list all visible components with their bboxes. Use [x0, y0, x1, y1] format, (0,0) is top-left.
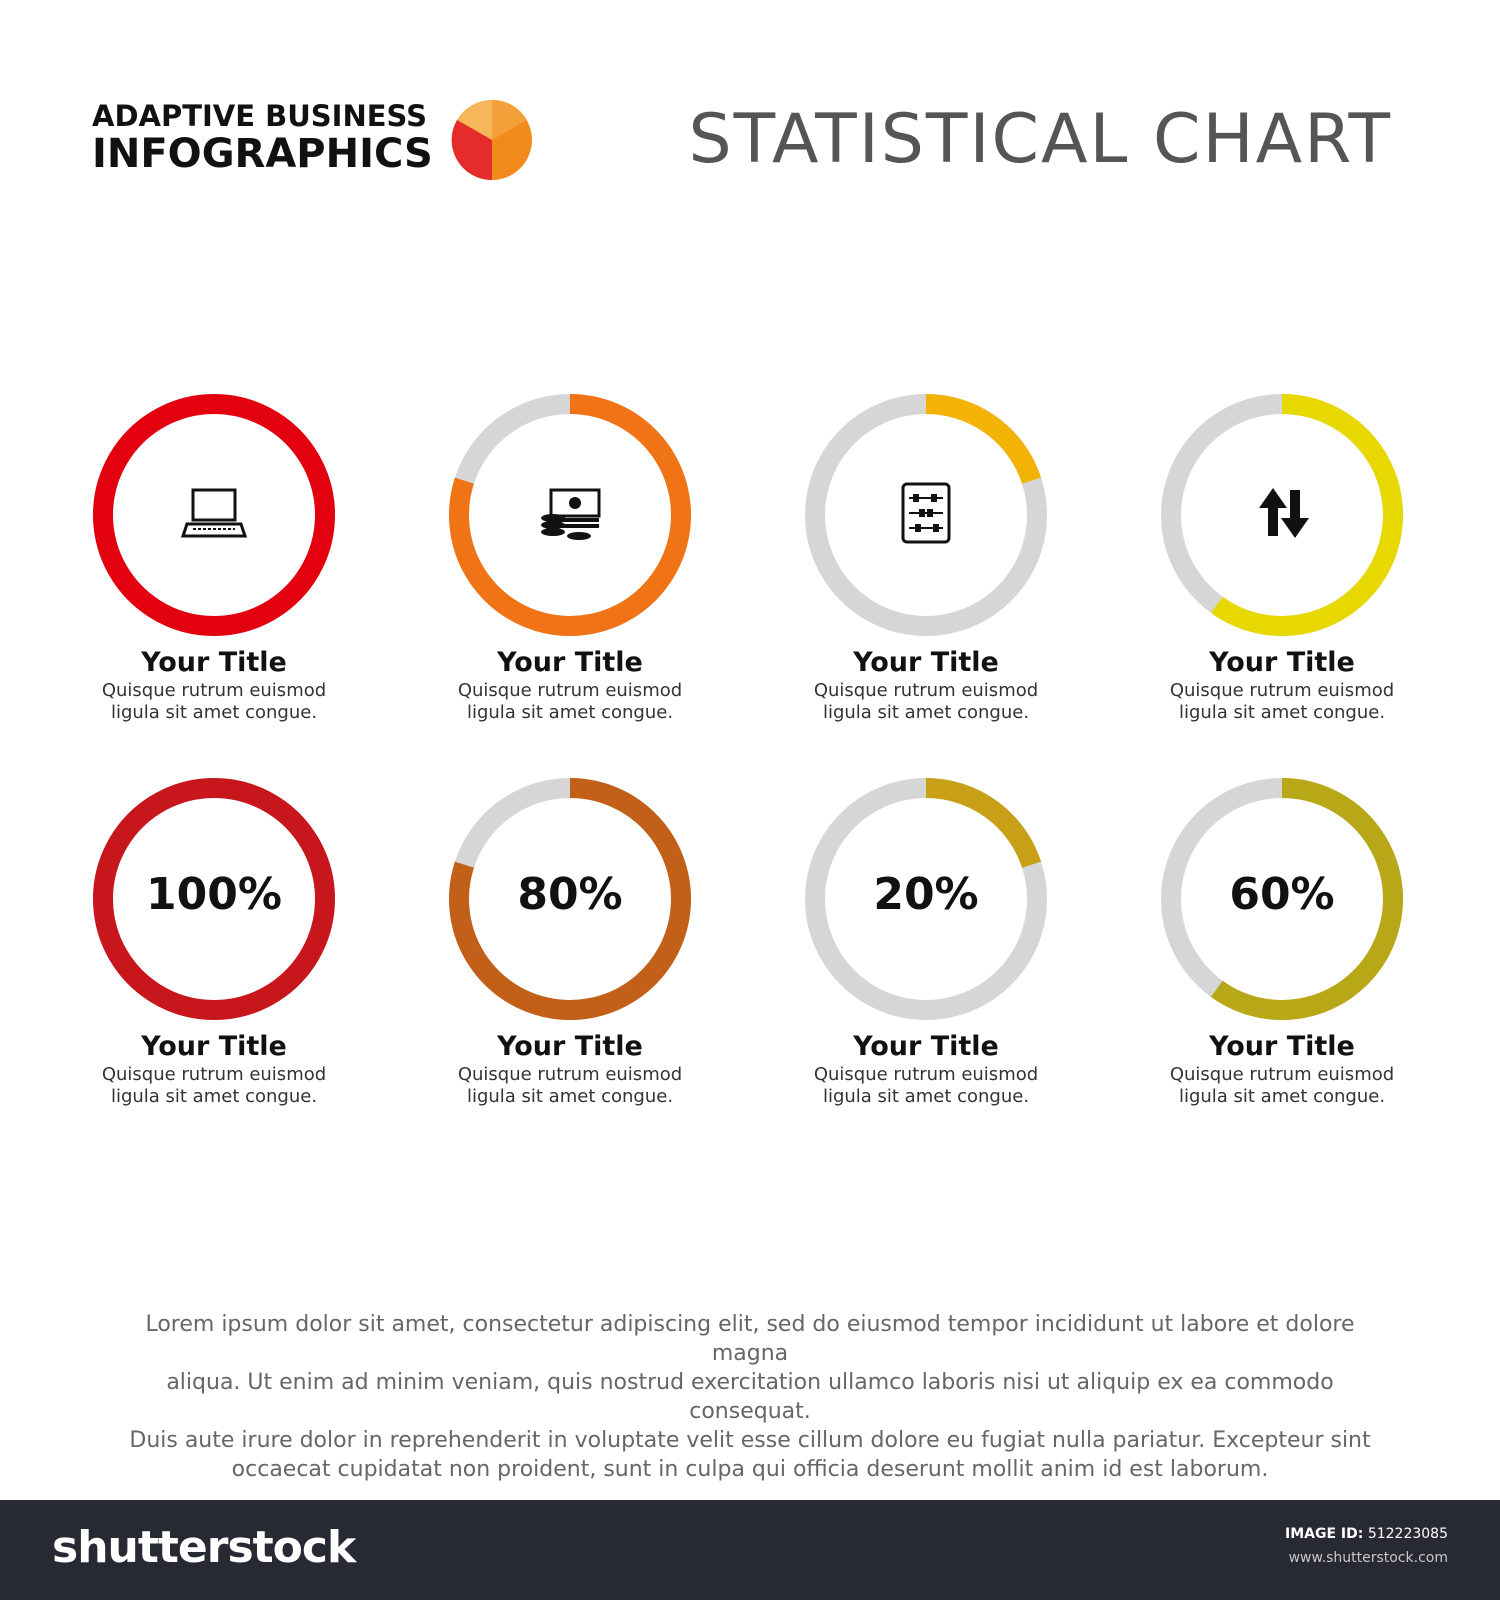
- card-title: Your Title: [141, 1031, 287, 1062]
- donut-chart: [805, 394, 1047, 636]
- card-title: Your Title: [141, 647, 287, 678]
- site-url[interactable]: www.shutterstock.com: [1288, 1550, 1448, 1566]
- percent-label: 60%: [1229, 869, 1335, 920]
- donut-arc: [449, 394, 691, 636]
- stat-card: Your Title Quisque rutrum euismod ligula…: [1132, 390, 1432, 724]
- donut-chart: [1161, 778, 1403, 1020]
- card-title: Your Title: [497, 647, 643, 678]
- donut-chart: [93, 394, 335, 636]
- card-description: Quisque rutrum euismod ligula sit amet c…: [420, 680, 720, 724]
- card-desc-line: ligula sit amet congue.: [110, 1086, 318, 1107]
- stock-logo[interactable]: shutterstock: [52, 1522, 356, 1573]
- stat-card: Your Title Quisque rutrum euismod ligula…: [64, 390, 364, 724]
- card-desc-line: Quisque rutrum euismod: [813, 1064, 1039, 1085]
- card-description: Quisque rutrum euismod ligula sit amet c…: [64, 680, 364, 724]
- footer-line: Lorem ipsum dolor sit amet, consectetur …: [145, 1312, 1355, 1366]
- image-id-block: IMAGE ID: 512223085 www.shutterstock.com: [1285, 1522, 1448, 1570]
- card-desc-line: ligula sit amet congue.: [1178, 702, 1386, 723]
- card-desc-line: ligula sit amet congue.: [822, 702, 1030, 723]
- brand-block: ADAPTIVE BUSINESS INFOGRAPHICS: [92, 100, 433, 176]
- up-down-arrows-icon: [1259, 488, 1309, 538]
- card-desc-line: ligula sit amet congue.: [466, 1086, 674, 1107]
- donut-arc: [925, 394, 1042, 485]
- donut-chart: [1161, 394, 1403, 636]
- donut-arc: [449, 778, 691, 1020]
- footer-line: occaecat cupidatat non proident, sunt in…: [231, 1457, 1269, 1482]
- icon-holder: [1132, 478, 1432, 548]
- laptop-icon: [180, 488, 248, 538]
- card-description: Quisque rutrum euismod ligula sit amet c…: [1132, 1064, 1432, 1108]
- donut-arc: [93, 394, 335, 636]
- card-description: Quisque rutrum euismod ligula sit amet c…: [1132, 680, 1432, 724]
- stat-card: Your Title Quisque rutrum euismod ligula…: [776, 390, 1076, 724]
- donut-chart: [93, 778, 335, 1020]
- card-description: Quisque rutrum euismod ligula sit amet c…: [776, 1064, 1076, 1108]
- image-id-label: IMAGE ID:: [1285, 1526, 1364, 1542]
- card-desc-line: Quisque rutrum euismod: [101, 1064, 327, 1085]
- footer-paragraph: Lorem ipsum dolor sit amet, consectetur …: [110, 1310, 1390, 1484]
- card-description: Quisque rutrum euismod ligula sit amet c…: [64, 1064, 364, 1108]
- stat-card: 100% Your Title Quisque rutrum euismod l…: [64, 774, 364, 1108]
- card-desc-line: Quisque rutrum euismod: [457, 680, 683, 701]
- brand-line2: INFOGRAPHICS: [92, 131, 433, 177]
- abacus-icon: [901, 482, 951, 544]
- stat-card: 80% Your Title Quisque rutrum euismod li…: [420, 774, 720, 1108]
- card-desc-line: Quisque rutrum euismod: [1169, 680, 1395, 701]
- percent-label: 20%: [873, 869, 979, 920]
- footer-line: Duis aute irure dolor in reprehenderit i…: [129, 1428, 1371, 1453]
- icon-holder: [776, 478, 1076, 548]
- donut-chart: [805, 778, 1047, 1020]
- icon-holder: [420, 478, 720, 548]
- stock-footer-bar: shutterstock IMAGE ID: 512223085 www.shu…: [0, 1500, 1500, 1600]
- donut-chart: [449, 394, 691, 636]
- stat-card: 60% Your Title Quisque rutrum euismod li…: [1132, 774, 1432, 1108]
- card-desc-line: ligula sit amet congue.: [466, 702, 674, 723]
- money-icon: [541, 488, 601, 540]
- card-title: Your Title: [1209, 1031, 1355, 1062]
- percent-label: 100%: [146, 869, 282, 920]
- stat-card: 20% Your Title Quisque rutrum euismod li…: [776, 774, 1076, 1108]
- footer-line: aliqua. Ut enim ad minim veniam, quis no…: [166, 1370, 1334, 1424]
- percent-label: 80%: [517, 869, 623, 920]
- donut-arc: [93, 778, 335, 1020]
- donut-arc: [925, 778, 1042, 869]
- card-desc-line: Quisque rutrum euismod: [1169, 1064, 1395, 1085]
- donut-chart: [449, 778, 691, 1020]
- card-desc-line: Quisque rutrum euismod: [457, 1064, 683, 1085]
- icon-holder: [64, 478, 364, 548]
- donut-arc: [1210, 778, 1403, 1020]
- card-title: Your Title: [1209, 647, 1355, 678]
- card-title: Your Title: [853, 647, 999, 678]
- card-description: Quisque rutrum euismod ligula sit amet c…: [776, 680, 1076, 724]
- card-desc-line: Quisque rutrum euismod: [813, 680, 1039, 701]
- brand-line1: ADAPTIVE BUSINESS: [92, 99, 428, 133]
- stat-card: Your Title Quisque rutrum euismod ligula…: [420, 390, 720, 724]
- card-desc-line: ligula sit amet congue.: [1178, 1086, 1386, 1107]
- card-title: Your Title: [497, 1031, 643, 1062]
- card-desc-line: ligula sit amet congue.: [822, 1086, 1030, 1107]
- card-title: Your Title: [853, 1031, 999, 1062]
- card-description: Quisque rutrum euismod ligula sit amet c…: [420, 1064, 720, 1108]
- page-title: STATISTICAL CHART: [688, 100, 1392, 179]
- image-id-value: 512223085: [1367, 1526, 1448, 1542]
- card-desc-line: Quisque rutrum euismod: [101, 680, 327, 701]
- cube-logo-icon: [451, 99, 532, 181]
- donut-arc: [1210, 394, 1403, 636]
- card-desc-line: ligula sit amet congue.: [110, 702, 318, 723]
